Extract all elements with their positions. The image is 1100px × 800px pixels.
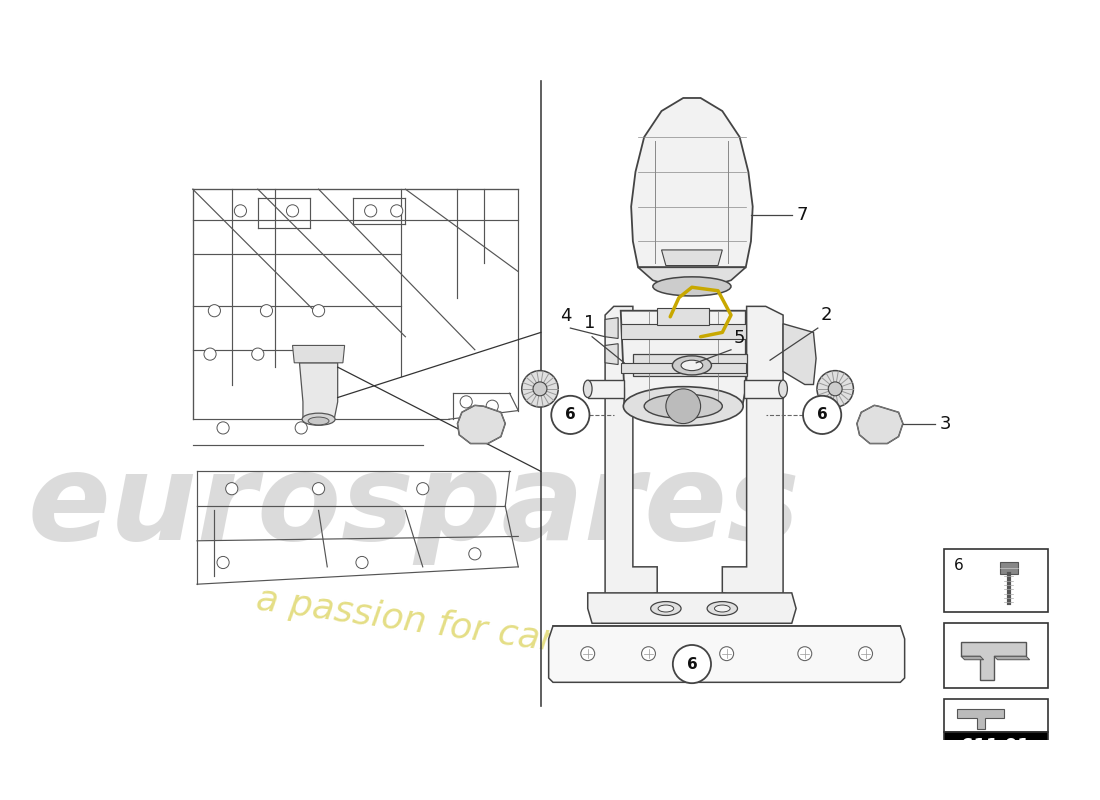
Ellipse shape xyxy=(707,602,737,615)
Bar xyxy=(944,550,1048,612)
Circle shape xyxy=(217,557,229,569)
Polygon shape xyxy=(293,346,344,363)
Polygon shape xyxy=(994,656,1030,660)
Text: 2: 2 xyxy=(821,306,832,324)
Text: eurospares: eurospares xyxy=(28,447,801,565)
Circle shape xyxy=(390,205,403,217)
Ellipse shape xyxy=(653,277,732,296)
Circle shape xyxy=(261,305,273,317)
Ellipse shape xyxy=(521,370,558,407)
Ellipse shape xyxy=(583,380,592,398)
Circle shape xyxy=(469,548,481,560)
Bar xyxy=(620,363,746,374)
Circle shape xyxy=(286,205,298,217)
Polygon shape xyxy=(961,656,983,660)
Polygon shape xyxy=(631,98,752,267)
Circle shape xyxy=(208,305,220,317)
Ellipse shape xyxy=(624,386,744,426)
Polygon shape xyxy=(299,363,338,419)
Circle shape xyxy=(226,482,238,494)
Polygon shape xyxy=(723,306,783,602)
Ellipse shape xyxy=(658,605,673,612)
Circle shape xyxy=(204,348,216,360)
Circle shape xyxy=(217,422,229,434)
Circle shape xyxy=(312,482,324,494)
Circle shape xyxy=(803,396,842,434)
Circle shape xyxy=(417,482,429,494)
Polygon shape xyxy=(661,250,723,266)
Ellipse shape xyxy=(302,413,336,426)
Polygon shape xyxy=(605,306,657,602)
Circle shape xyxy=(641,646,656,661)
Polygon shape xyxy=(957,710,1004,730)
Circle shape xyxy=(551,396,590,434)
Polygon shape xyxy=(632,354,747,376)
Circle shape xyxy=(534,382,547,396)
Circle shape xyxy=(486,400,498,412)
Polygon shape xyxy=(605,344,618,365)
Polygon shape xyxy=(857,406,903,443)
Circle shape xyxy=(364,205,376,217)
Polygon shape xyxy=(458,406,505,443)
Text: 4: 4 xyxy=(560,307,572,326)
Bar xyxy=(657,308,710,326)
Bar xyxy=(587,380,624,398)
Polygon shape xyxy=(549,626,904,682)
Circle shape xyxy=(312,305,324,317)
Ellipse shape xyxy=(715,605,730,612)
Circle shape xyxy=(460,396,472,408)
Ellipse shape xyxy=(308,417,329,425)
Text: 6: 6 xyxy=(817,407,827,422)
Polygon shape xyxy=(620,310,746,406)
Text: 6: 6 xyxy=(565,407,575,422)
Bar xyxy=(744,380,783,398)
Circle shape xyxy=(719,646,734,661)
Circle shape xyxy=(356,557,369,569)
Circle shape xyxy=(673,645,711,683)
Text: 3: 3 xyxy=(939,414,950,433)
Circle shape xyxy=(234,205,246,217)
Polygon shape xyxy=(587,593,796,623)
Text: 6: 6 xyxy=(954,558,964,573)
Text: 1: 1 xyxy=(584,314,595,333)
Circle shape xyxy=(828,382,843,396)
Circle shape xyxy=(295,422,307,434)
Polygon shape xyxy=(638,267,746,286)
Bar xyxy=(944,623,1048,688)
Bar xyxy=(944,699,1048,732)
Circle shape xyxy=(581,646,595,661)
Polygon shape xyxy=(605,318,618,338)
Text: 5: 5 xyxy=(734,329,745,347)
Ellipse shape xyxy=(817,370,854,407)
Circle shape xyxy=(798,646,812,661)
Bar xyxy=(944,732,1048,759)
Circle shape xyxy=(252,348,264,360)
Text: 611 01: 611 01 xyxy=(961,737,1031,754)
Text: 7: 7 xyxy=(796,206,807,224)
Bar xyxy=(620,324,746,339)
Ellipse shape xyxy=(779,380,788,398)
Circle shape xyxy=(859,646,872,661)
Ellipse shape xyxy=(651,602,681,615)
Ellipse shape xyxy=(672,356,712,375)
Ellipse shape xyxy=(681,360,703,370)
Text: a passion for cars since 1985: a passion for cars since 1985 xyxy=(254,582,782,690)
Circle shape xyxy=(666,389,701,423)
Ellipse shape xyxy=(645,394,723,418)
Bar xyxy=(1000,562,1018,574)
Text: 6: 6 xyxy=(686,657,697,671)
Polygon shape xyxy=(961,642,1026,680)
Polygon shape xyxy=(783,324,816,385)
